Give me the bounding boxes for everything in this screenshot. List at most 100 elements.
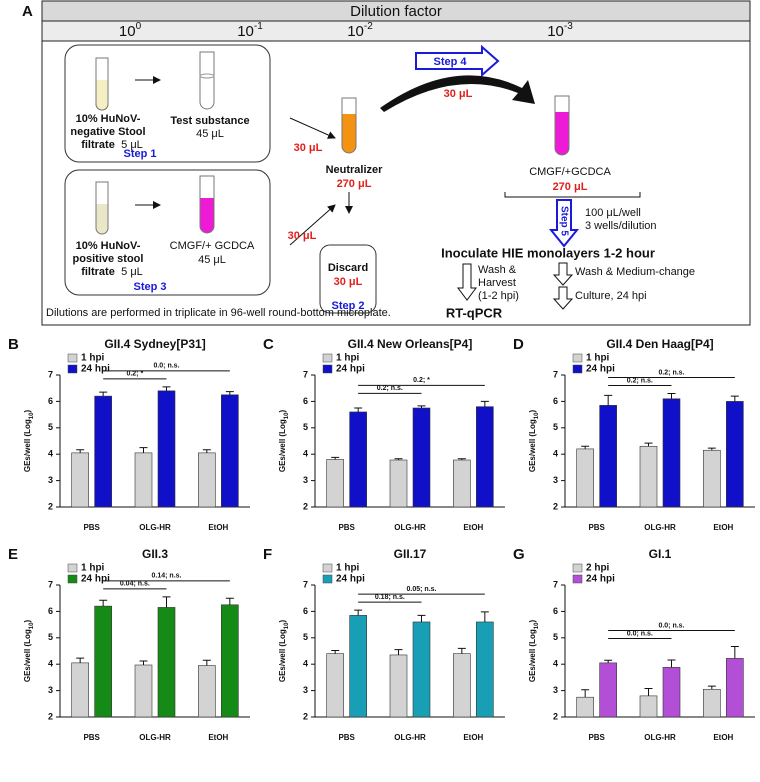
x-tick-label: EtOH (713, 523, 733, 532)
legend-swatch (67, 364, 78, 374)
y-axis-label-end: ) (278, 620, 287, 623)
legend-swatch (67, 353, 78, 363)
factor-base: 10 (237, 23, 254, 40)
bar (662, 398, 681, 508)
neutralizer: Neutralizer (326, 164, 384, 176)
discard: Discard (328, 262, 368, 274)
y-tick-label: 6 (553, 396, 558, 406)
y-tick-label: 4 (48, 659, 53, 669)
bar (476, 406, 494, 508)
legend-label: 1 hpi (336, 563, 360, 574)
y-axis-label-sub: 10 (534, 622, 540, 629)
curved-arrow (380, 75, 535, 112)
error-bar (480, 400, 489, 407)
factors: 100 10-1 10-2 10-3 (119, 21, 573, 40)
x-tick-label: OLG-HR (139, 523, 171, 532)
error-bar (99, 391, 108, 397)
y-tick-label: 5 (48, 422, 53, 432)
legend-swatch (322, 364, 333, 374)
factor-exp: -1 (254, 21, 263, 32)
step-label: Step 1 (123, 148, 156, 160)
factor: 100 (119, 21, 142, 40)
bar (476, 621, 494, 718)
step-label: Step 3 (133, 281, 166, 293)
error-bar (644, 687, 653, 696)
y-tick-label: 4 (303, 449, 308, 459)
step5-arrow (548, 199, 580, 248)
x-tick-label: PBS (83, 523, 100, 532)
panel-letter: D (513, 336, 524, 353)
x-tick-label: OLG-HR (644, 733, 676, 742)
error-bar (417, 614, 426, 622)
panel-letter: C (263, 336, 274, 353)
transfer: 30 μL (444, 88, 473, 100)
error-bar (480, 611, 489, 622)
source-line: 10% HuNoV- (76, 113, 141, 125)
chart-title: GII.17 (394, 547, 427, 561)
y-axis-label-sub: 10 (29, 412, 35, 419)
bar (71, 452, 89, 508)
bar (412, 621, 431, 718)
legend-label: 24 hpi (81, 364, 110, 375)
bar (94, 395, 112, 508)
bar (453, 459, 471, 508)
y-axis-label-sub: 10 (534, 412, 540, 419)
legend-swatch (572, 353, 583, 363)
discard-box (319, 244, 377, 314)
bar (662, 667, 681, 718)
y-tick-label: 6 (303, 396, 308, 406)
chart-title: GII.4 New Orleans[P4] (348, 337, 473, 351)
bar (726, 658, 744, 718)
chart-title: GII.3 (142, 547, 168, 561)
error-bar (331, 456, 340, 460)
source-line: filtrate (81, 266, 115, 278)
y-axis-label-sub: 10 (284, 412, 290, 419)
arrow (289, 204, 336, 246)
y-axis-label-text: GEs/well (Log (528, 419, 537, 472)
bar (703, 688, 721, 718)
y-axis-label: GEs/well (Log10) (278, 620, 289, 683)
inoculate: Inoculate HIE monolayers 1-2 hour (441, 245, 655, 260)
x-tick-label: PBS (588, 733, 605, 742)
y-tick-label: 7 (48, 579, 53, 589)
x-tick-label: PBS (588, 523, 605, 532)
y-axis-label-sub: 10 (284, 622, 290, 629)
comparison-label: 0.0; n.s. (658, 622, 684, 629)
legend-swatch (572, 574, 583, 584)
error-bar (457, 458, 466, 461)
legend-swatch (322, 353, 333, 363)
y-axis-label: GEs/well (Log10) (23, 410, 34, 473)
legend-label: 24 hpi (336, 574, 365, 585)
error-bar (162, 596, 171, 608)
panel-letter: A (22, 3, 33, 20)
branch-text: Harvest (478, 277, 516, 289)
header: Dilution factor (350, 3, 442, 20)
legend-label: 1 hpi (336, 353, 360, 364)
bar (157, 607, 176, 718)
y-axis-label-text: GEs/well (Log (278, 419, 287, 472)
y-axis-label: GEs/well (Log10) (23, 620, 34, 683)
error-bar (730, 395, 739, 402)
y-tick-label: 3 (48, 475, 53, 485)
factor-band (41, 20, 751, 42)
x-tick-label: EtOH (208, 523, 228, 532)
y-axis-label-sub: 10 (29, 622, 35, 629)
final: CMGF/+GCDCA (529, 166, 611, 178)
source-line: 10% HuNoV- (76, 240, 141, 252)
bar (349, 615, 367, 718)
arrow (289, 117, 336, 139)
final-amount: 270 μL (553, 181, 588, 193)
error-bar (331, 649, 340, 654)
factor: 10-2 (347, 21, 373, 40)
tube (341, 97, 357, 154)
error-bar (457, 647, 466, 654)
bar (576, 448, 594, 508)
y-tick-label: 3 (48, 685, 53, 695)
y-tick-label: 6 (303, 606, 308, 616)
error-bar (394, 649, 403, 655)
tube (199, 51, 215, 110)
bar (157, 390, 176, 508)
